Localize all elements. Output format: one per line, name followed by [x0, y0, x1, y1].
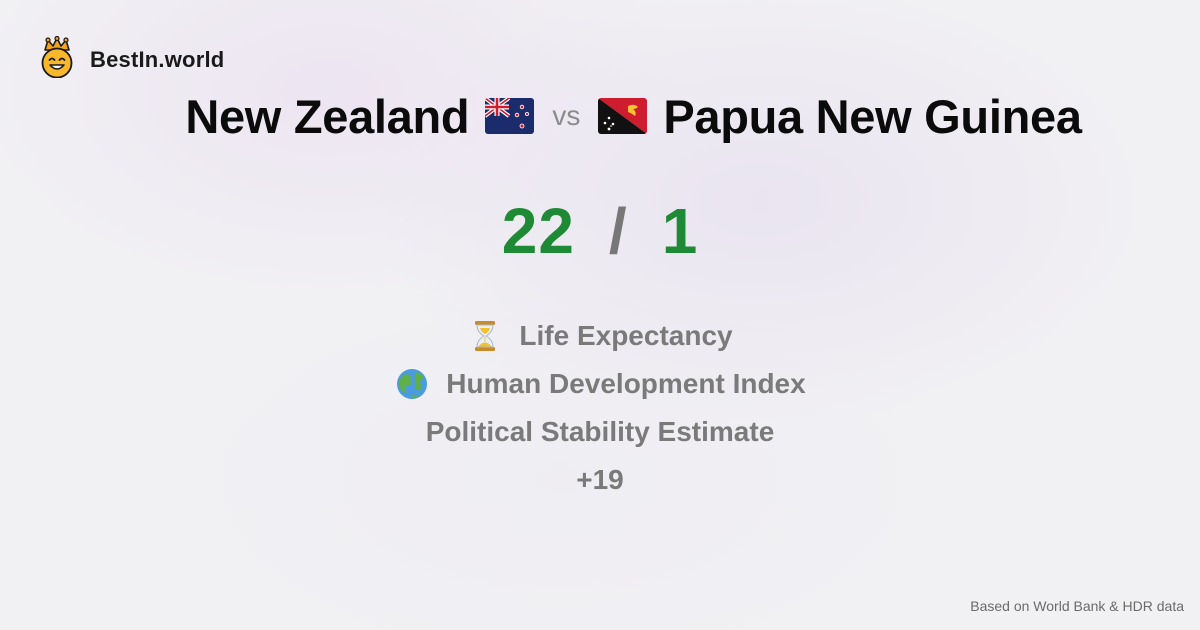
metric-label: +19 [576, 464, 624, 495]
globe-icon [394, 366, 430, 402]
score-separator: / [608, 195, 628, 267]
brand[interactable]: BestIn.world [40, 35, 225, 83]
metric-political-stability-estimate[interactable]: Political Stability Estimate [0, 408, 1200, 456]
metric-label: Political Stability Estimate [425, 416, 775, 447]
data-source-note: Based on World Bank & HDR data [970, 598, 1184, 614]
new-zealand-flag-icon [485, 98, 535, 134]
score-right: 1 [661, 195, 699, 267]
metric-label: Human Development Index [446, 368, 806, 399]
metric-more-count[interactable]: +19 [0, 456, 1200, 504]
crown-smiley-icon [40, 35, 74, 83]
metric-life-expectancy[interactable]: Life Expectancy [0, 312, 1200, 360]
metric-label: Life Expectancy [519, 320, 733, 351]
country-left[interactable]: New Zealand [185, 89, 470, 143]
score-left: 22 [501, 195, 575, 267]
metrics-list: Life Expectancy Human Development Index … [0, 312, 1200, 504]
vs-label: vs [552, 100, 581, 131]
papua-new-guinea-flag-icon [598, 98, 648, 134]
hourglass-icon [467, 318, 503, 354]
brand-name: BestIn.world [90, 46, 225, 72]
country-right[interactable]: Papua New Guinea [663, 89, 1082, 143]
comparison-title: New Zealand vs [0, 84, 1200, 148]
score: 22 / 1 [0, 194, 1200, 268]
metric-human-development-index[interactable]: Human Development Index [0, 360, 1200, 408]
